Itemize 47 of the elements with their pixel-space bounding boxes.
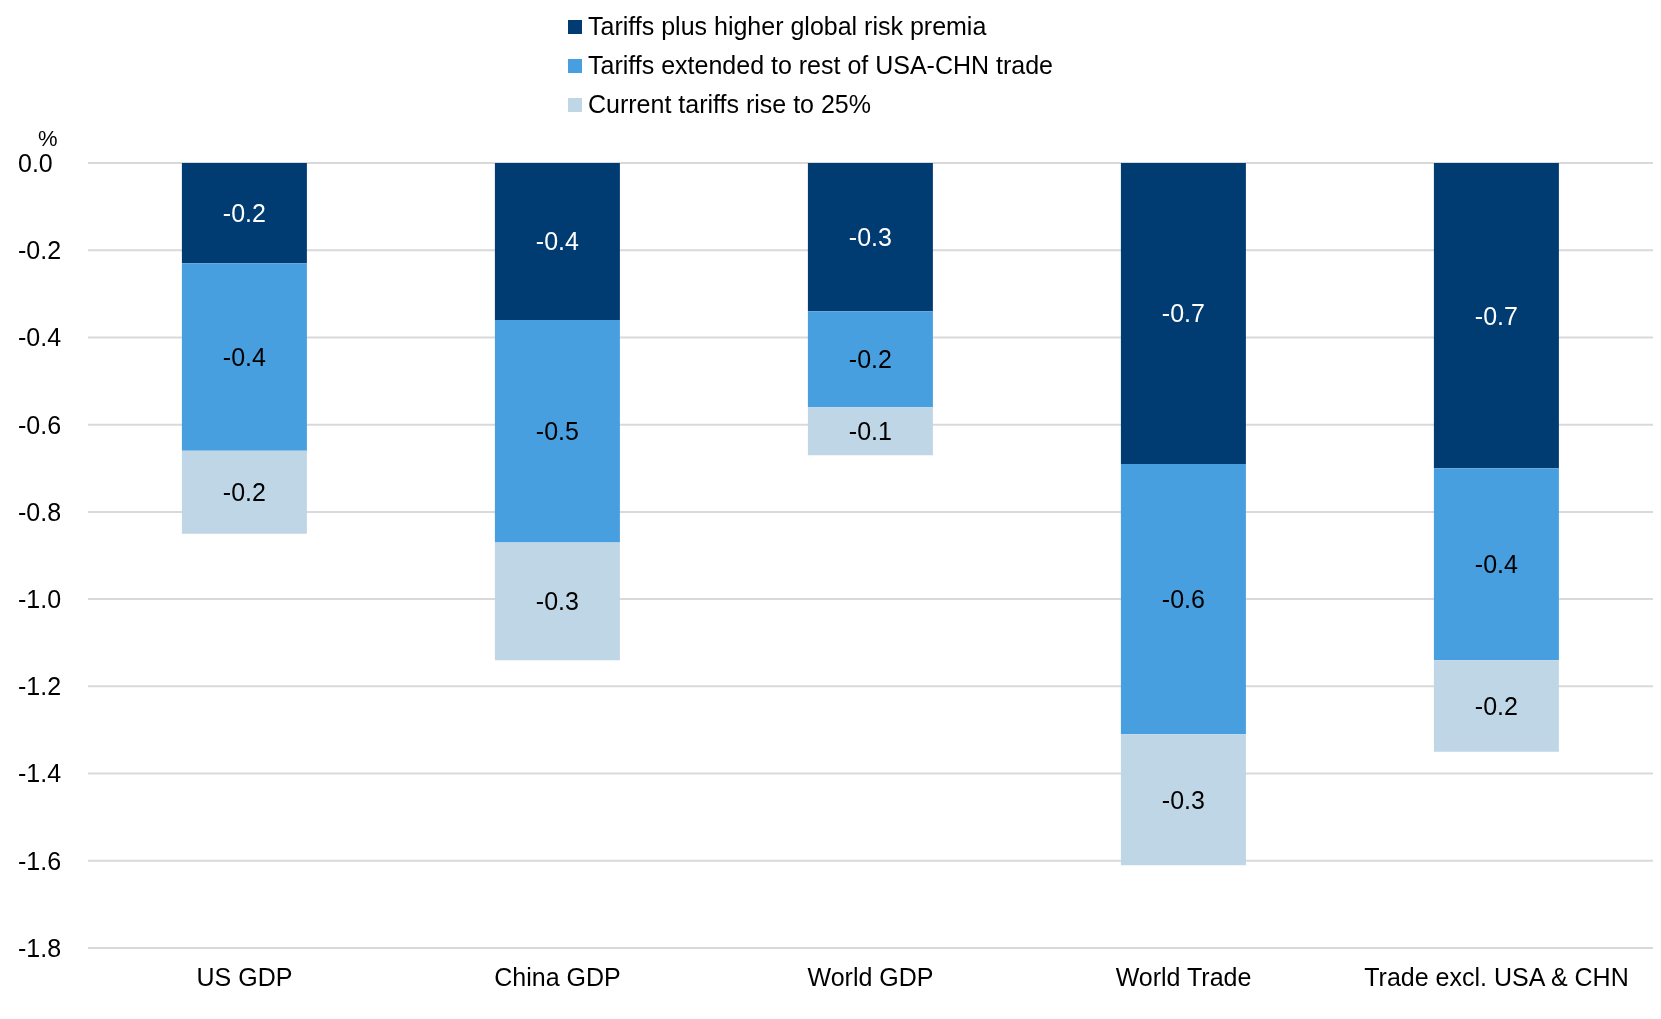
bar [1120, 163, 1246, 464]
data-label: -0.4 [535, 227, 580, 256]
y-tick-label: -0.6 [18, 410, 62, 439]
data-label: -0.3 [848, 223, 892, 252]
data-label: -0.3 [1161, 785, 1205, 814]
data-label: -0.7 [1161, 299, 1205, 328]
y-tick-label: -0.8 [18, 497, 62, 526]
data-label: -0.1 [848, 417, 892, 446]
data-label: -0.4 [1474, 550, 1519, 579]
bar [181, 450, 307, 534]
bar [807, 163, 933, 312]
y-tick-label: -1.0 [18, 584, 62, 613]
data-label: -0.2 [222, 478, 266, 507]
bar [494, 320, 620, 543]
y-tick-label: -1.4 [18, 759, 62, 788]
bar [181, 163, 307, 264]
y-tick-label: -1.2 [18, 672, 62, 701]
data-label: -0.2 [1474, 691, 1518, 720]
y-tick-label: -1.6 [18, 846, 62, 875]
data-label: -0.4 [222, 342, 267, 371]
bar [181, 263, 307, 451]
data-label: -0.5 [535, 417, 579, 446]
x-tick-label: US GDP [196, 962, 293, 991]
x-tick-label: World Trade [1115, 962, 1252, 991]
bar [807, 407, 933, 456]
legend-label: Tariffs plus higher global risk premia [588, 12, 987, 41]
bar [1120, 463, 1246, 735]
bar [807, 311, 933, 408]
legend-label: Tariffs extended to rest of USA-CHN trade [588, 51, 1054, 80]
y-tick-label: -0.4 [18, 323, 62, 352]
bar [494, 163, 620, 320]
y-tick-label: -1.8 [18, 933, 62, 962]
data-label: -0.2 [848, 345, 892, 374]
data-label: -0.2 [222, 199, 266, 228]
bar [1433, 660, 1559, 752]
x-tick-label: World GDP [807, 962, 934, 991]
x-tick-label: China GDP [494, 962, 621, 991]
data-label: -0.7 [1474, 301, 1518, 330]
bar [1120, 734, 1246, 866]
data-label: -0.3 [535, 587, 579, 616]
x-tick-label: Trade excl. USA & CHN [1364, 962, 1629, 991]
bar [1433, 468, 1559, 661]
bar [494, 542, 620, 661]
legend-label: Current tariffs rise to 25% [588, 90, 871, 119]
data-label: -0.6 [1161, 584, 1205, 613]
y-tick-label: -0.2 [18, 236, 62, 265]
bar [1433, 163, 1559, 469]
